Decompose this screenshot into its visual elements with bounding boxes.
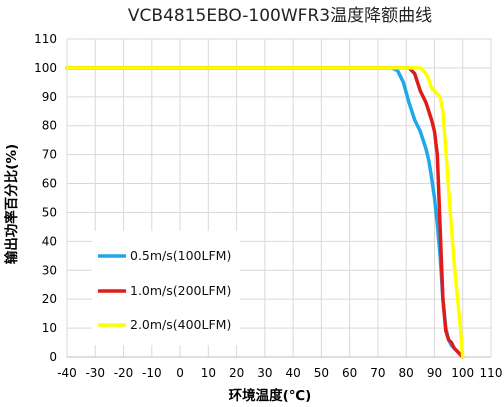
y-tick-label: 70 — [42, 148, 57, 162]
y-tick-label: 0 — [49, 350, 57, 364]
y-tick-labels: 0 10 20 30 40 50 60 70 80 90 100 110 — [34, 32, 57, 364]
series-lines — [65, 66, 465, 359]
x-tick-label: 0 — [176, 366, 184, 380]
y-tick-label: 60 — [42, 177, 57, 191]
legend-label: 2.0m/s(400LFM) — [130, 317, 231, 332]
legend-label: 1.0m/s(200LFM) — [130, 283, 231, 298]
y-tick-label: 100 — [34, 61, 57, 75]
y-tick-label: 50 — [42, 205, 57, 219]
x-tick-label: 80 — [399, 366, 414, 380]
y-tick-label: 80 — [42, 119, 57, 133]
x-tick-label: 50 — [314, 366, 329, 380]
chart-title: VCB4815EBO-100WFR3温度降额曲线 — [128, 6, 432, 26]
y-tick-label: 30 — [42, 263, 57, 277]
x-axis-title: 环境温度(℃) — [229, 387, 312, 404]
series-line-3 — [65, 66, 465, 359]
legend-label: 0.5m/s(100LFM) — [130, 248, 231, 263]
x-tick-label: 70 — [370, 366, 385, 380]
x-tick-label: -40 — [57, 366, 77, 380]
y-tick-label: 90 — [42, 90, 57, 104]
x-tick-label: 100 — [451, 366, 474, 380]
x-tick-label: 90 — [427, 366, 442, 380]
y-tick-label: 10 — [42, 321, 57, 335]
y-tick-label: 110 — [34, 32, 57, 46]
x-tick-label: 30 — [257, 366, 272, 380]
y-tick-label: 20 — [42, 292, 57, 306]
y-axis-title: 输出功率百分比(%) — [3, 144, 20, 264]
x-tick-label: -10 — [142, 366, 162, 380]
x-tick-label: 40 — [285, 366, 300, 380]
x-tick-label: 20 — [229, 366, 244, 380]
x-tick-label: 10 — [201, 366, 216, 380]
x-tick-label: 110 — [480, 366, 503, 380]
x-tick-label: -30 — [85, 366, 105, 380]
x-tick-label: 60 — [342, 366, 357, 380]
x-tick-label: -20 — [114, 366, 134, 380]
x-tick-labels: -40 -30 -20 -10 0 10 20 30 40 50 60 70 80 90 100 110 — [57, 366, 502, 380]
legend: 0.5m/s(100LFM) 1.0m/s(200LFM) 2.0m/s(400LF… — [92, 231, 240, 345]
y-tick-label: 40 — [42, 234, 57, 248]
